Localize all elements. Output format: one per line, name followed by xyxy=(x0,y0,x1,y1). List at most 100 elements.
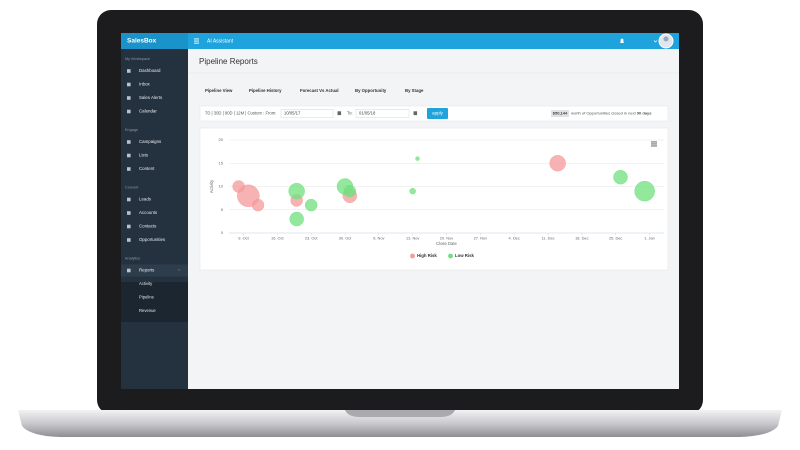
x-tick-label: 30. Oct xyxy=(339,236,352,241)
x-tick-label: 25. Dec xyxy=(609,236,622,241)
menu-item[interactable]: Inbox xyxy=(139,82,151,87)
x-tick-label: 4. Dec xyxy=(509,236,520,241)
to-input[interactable] xyxy=(355,109,410,118)
sidebar-menu: My Workspace Dashboard Inbox Sales Alerts Ca… xyxy=(121,57,188,313)
bell-icon[interactable] xyxy=(620,38,624,43)
topbar-title: AI Assistant xyxy=(207,38,234,44)
menu-icon xyxy=(127,82,131,87)
tabs: Pipeline View Pipeline History Forecast Vs… xyxy=(205,88,424,93)
submenu-item[interactable]: Pipeline xyxy=(139,295,155,300)
bubble[interactable] xyxy=(409,187,416,195)
bubble[interactable] xyxy=(343,184,357,198)
submenu-bg xyxy=(121,282,188,322)
bubble[interactable] xyxy=(415,156,420,161)
menu-icon xyxy=(127,224,131,229)
menu-item[interactable]: Accounts xyxy=(139,210,158,215)
menu-icon xyxy=(127,69,131,73)
menu-item[interactable]: Reports xyxy=(139,268,155,273)
bubble[interactable] xyxy=(634,180,655,202)
summary-text: worth of Opportunities closed in next xyxy=(571,111,637,116)
y-tick-label: 0 xyxy=(221,230,224,235)
x-tick-label: 9. Oct xyxy=(238,236,249,241)
menu-icon xyxy=(127,167,131,171)
menu-item[interactable]: Dashboard xyxy=(139,68,161,73)
laptop-base xyxy=(18,410,782,437)
bubble[interactable] xyxy=(288,182,305,200)
bubble[interactable] xyxy=(289,211,304,227)
x-axis-label: Close Date xyxy=(436,241,457,246)
y-tick-label: 20 xyxy=(219,137,224,142)
from-date: 10/05/17 xyxy=(284,111,301,116)
tab[interactable]: Pipeline View xyxy=(205,88,233,93)
legend-marker[interactable] xyxy=(448,253,453,259)
section-title: Convert xyxy=(125,186,139,190)
section-title: My Workspace xyxy=(125,57,150,61)
submenu-item[interactable]: Revenue xyxy=(139,308,156,313)
tab[interactable]: By Opportunity xyxy=(355,88,387,93)
calendar-icon[interactable] xyxy=(337,111,342,116)
x-tick-label: 11. Dec xyxy=(541,236,554,241)
x-tick-label: 20. Nov xyxy=(440,236,453,241)
chart-menu[interactable] xyxy=(651,141,657,147)
menu-icon xyxy=(127,211,131,215)
sidebar xyxy=(121,49,188,389)
menu-item[interactable]: Leads xyxy=(139,197,152,202)
to-date: 01/05/18 xyxy=(359,111,376,116)
page-title: Pipeline Reports xyxy=(199,57,258,66)
brand-area xyxy=(121,33,188,49)
tab[interactable]: Forecast Vs Actual xyxy=(300,88,339,93)
y-tick-label: 10 xyxy=(219,184,224,189)
apply-button[interactable] xyxy=(427,108,448,119)
menu-icon xyxy=(127,96,131,100)
laptop-notch xyxy=(345,410,455,417)
menu-icon xyxy=(127,109,131,114)
tab[interactable]: Pipeline History xyxy=(249,88,282,93)
range-options[interactable]: 7D | 30D | 90D | 12M | Custom : From: xyxy=(205,111,276,116)
menu-icon xyxy=(127,153,131,158)
submenu-item[interactable]: Activity xyxy=(139,281,153,286)
to-label: To: xyxy=(347,111,353,116)
brand[interactable]: SalesBox xyxy=(127,38,157,45)
legend-label[interactable]: Low Risk xyxy=(455,253,474,258)
summary: worth of Opportunities closed in next 90… xyxy=(571,111,652,116)
y-tick-label: 15 xyxy=(219,160,224,165)
x-tick-label: 13. Nov xyxy=(406,236,419,241)
chart: 0 5 10 15 20 9. Oct 16. Oct 23. Oct 30. Oct 6. No… xyxy=(209,137,664,259)
x-tick-label: 27. Nov xyxy=(474,236,487,241)
legend-marker[interactable] xyxy=(410,253,415,259)
active-item-bg xyxy=(121,264,188,277)
chevron xyxy=(177,269,181,271)
x-tick-label: 18. Dec xyxy=(575,236,588,241)
menu-icon xyxy=(127,140,131,144)
menu-icon[interactable] xyxy=(194,38,199,44)
calendar-icon[interactable] xyxy=(413,111,418,116)
avatar-head xyxy=(663,36,669,42)
menu-item[interactable]: Content xyxy=(139,166,155,171)
menu-item[interactable]: Opportunities xyxy=(139,237,166,242)
x-tick-label: 1. Jan xyxy=(644,236,655,241)
summary-value: $50,144 xyxy=(553,111,568,116)
menu-item[interactable]: Contacts xyxy=(139,224,157,229)
summary-badge xyxy=(551,110,569,117)
summary-days: 90 days xyxy=(637,111,652,116)
from-input[interactable] xyxy=(280,109,334,118)
section-title: Analytics xyxy=(125,257,140,261)
bubble[interactable] xyxy=(613,169,628,185)
menu-item[interactable]: Calendar xyxy=(139,109,157,114)
menu-item[interactable]: Sales Alerts xyxy=(139,95,163,100)
menu-icon xyxy=(127,268,131,273)
bubble[interactable] xyxy=(549,155,566,172)
tab[interactable]: By Stage xyxy=(405,88,424,93)
y-axis-label: Activity xyxy=(209,179,214,193)
dropdown-icon[interactable] xyxy=(653,40,658,43)
menu-item[interactable]: Lists xyxy=(139,153,149,158)
top-bar xyxy=(121,33,679,49)
apply-label: apply xyxy=(432,111,444,116)
bubble[interactable] xyxy=(304,198,318,212)
x-tick-label: 6. Nov xyxy=(373,236,384,241)
bubble[interactable] xyxy=(251,198,265,212)
x-tick-label: 16. Oct xyxy=(271,236,284,241)
menu-item[interactable]: Campaigns xyxy=(139,139,162,144)
legend-label[interactable]: High Risk xyxy=(417,253,437,258)
